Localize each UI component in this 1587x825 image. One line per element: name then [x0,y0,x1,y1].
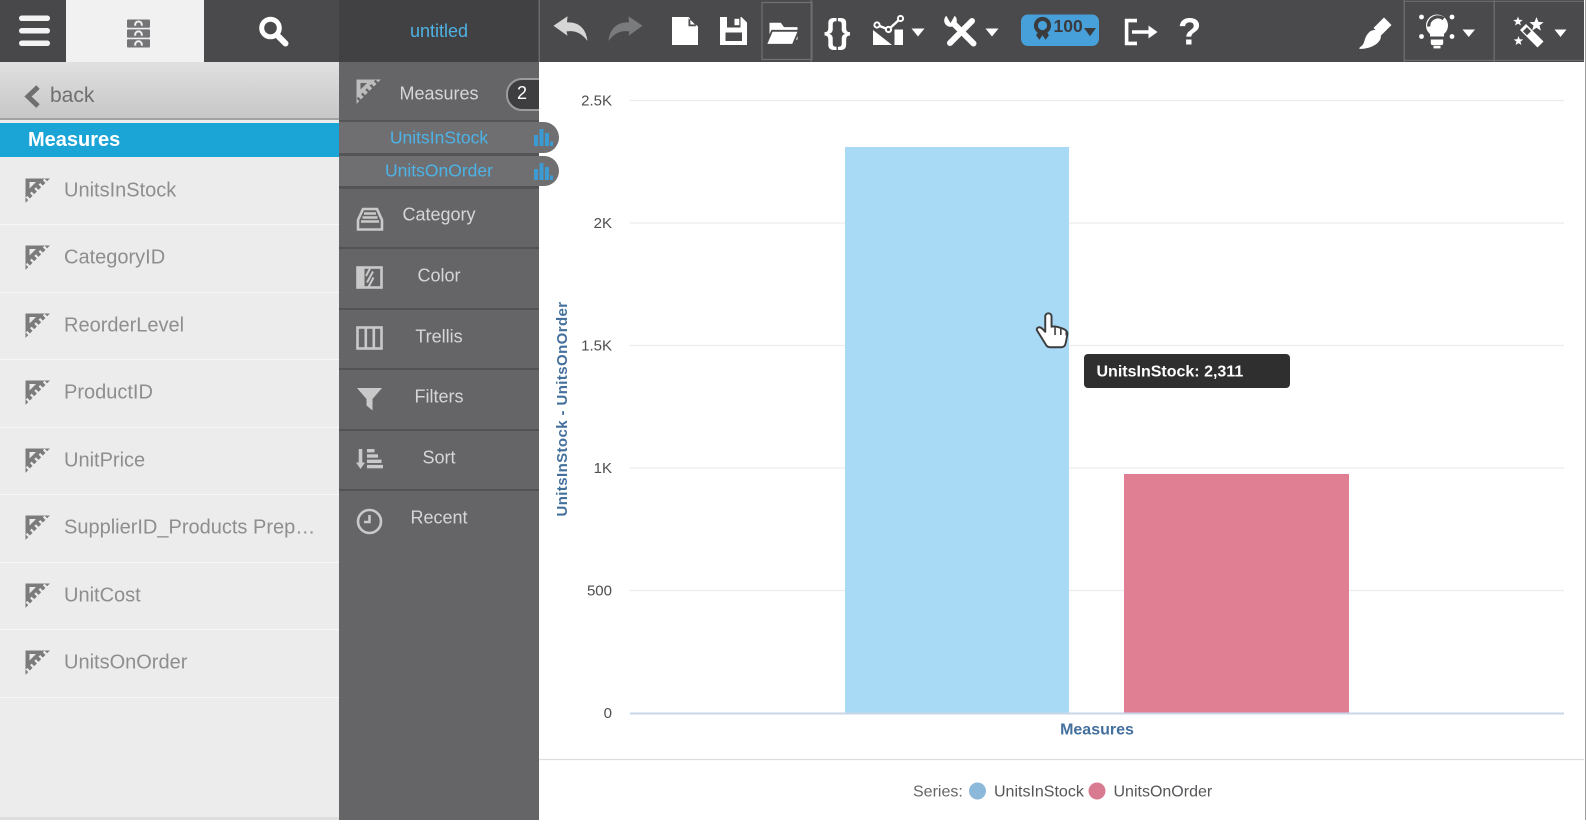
svg-text:0: 0 [604,705,612,722]
svg-text:100: 100 [1054,16,1083,36]
svg-text:2.5K: 2.5K [581,93,612,110]
svg-text:2K: 2K [594,215,612,232]
svg-text:?: ? [1178,12,1201,54]
svg-text:1.5K: 1.5K [581,338,612,355]
svg-text:Series:: Series: [913,784,963,801]
svg-text:UnitsOnOrder: UnitsOnOrder [1114,784,1213,801]
svg-text:500: 500 [587,583,612,600]
svg-text:{}: {} [824,13,850,51]
svg-text:1K: 1K [594,460,612,477]
svg-text:UnitsInStock: 2,311: UnitsInStock: 2,311 [1097,364,1244,381]
svg-text:Measures: Measures [1060,722,1134,739]
svg-text:UnitsInStock: UnitsInStock [994,784,1085,801]
svg-text:UnitsInStock - UnitsOnOrder: UnitsInStock - UnitsOnOrder [554,302,571,517]
